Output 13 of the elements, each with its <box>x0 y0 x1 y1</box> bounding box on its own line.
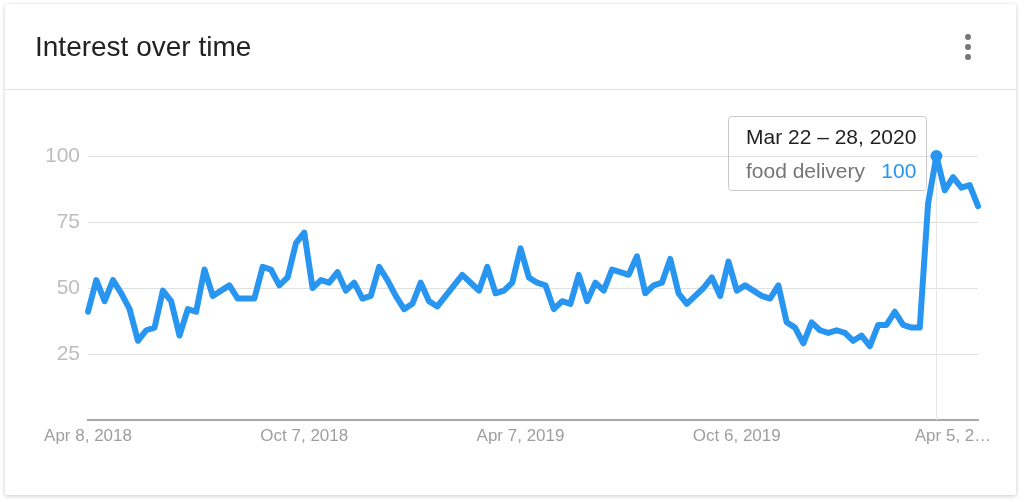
text: food delivery <box>745 159 866 182</box>
x-tick-label: Apr 5, 2… <box>914 425 992 445</box>
y-tick-label: 75 <box>56 208 80 232</box>
y-tick-label: 25 <box>56 340 80 364</box>
chart-title: Interest over time <box>35 31 252 63</box>
y-tick-label: 100 <box>44 142 80 166</box>
x-tick-label: Apr 8, 2018 <box>44 425 132 445</box>
data-label: 100 <box>881 159 917 182</box>
annotation: Mar 22 – 28, 2020 <box>745 125 917 148</box>
x-tick-label: Oct 7, 2018 <box>260 425 349 445</box>
x-tick-label: Oct 6, 2019 <box>692 425 781 445</box>
y-tick-label: 50 <box>56 274 80 298</box>
x-tick-label: Apr 7, 2019 <box>476 425 565 445</box>
